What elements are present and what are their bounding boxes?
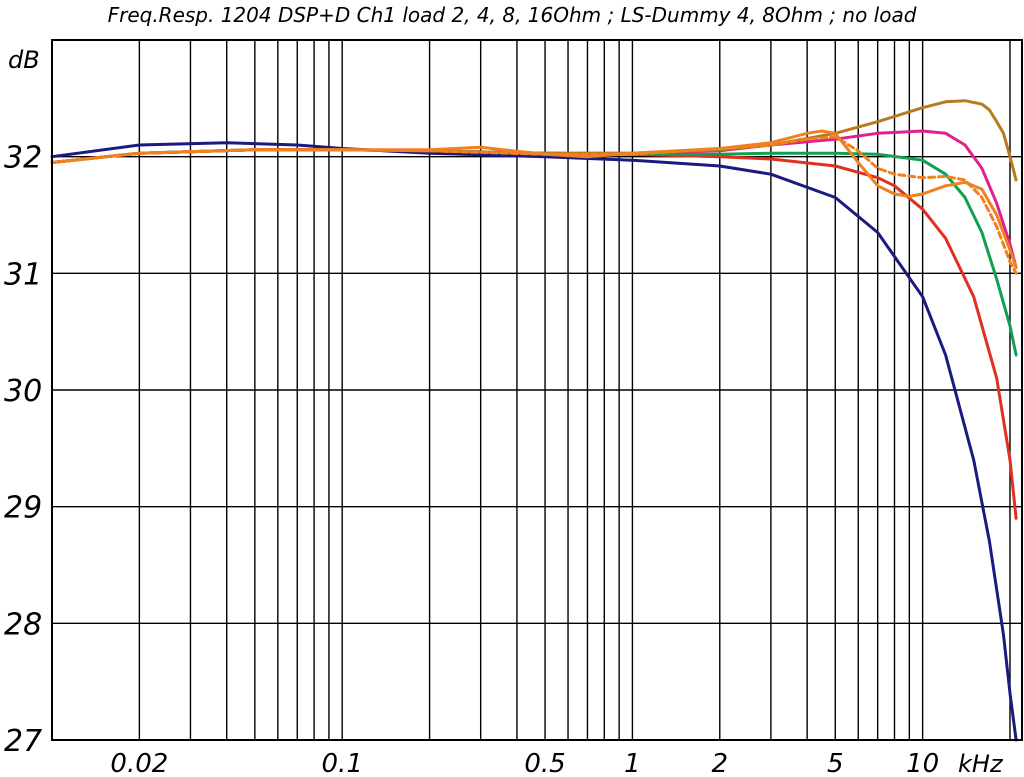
x-tick-label: 1 — [624, 749, 641, 777]
x-tick-label: 2 — [712, 749, 729, 777]
x-tick-labels: 0.02 0.1 0.5 1 2 5 10 — [110, 749, 939, 777]
x-tick-label: 5 — [827, 749, 844, 777]
x-tick-label: 10 — [906, 749, 939, 777]
x-tick-label: 0.5 — [524, 749, 565, 777]
x-tick-label: 0.02 — [110, 749, 168, 777]
y-tick-label: 31 — [4, 257, 42, 292]
plot-frame — [51, 39, 1023, 741]
y-tick-label: 27 — [4, 724, 42, 759]
y-axis-unit: dB — [8, 46, 40, 74]
grid — [52, 39, 1022, 741]
series-line-7 — [50, 135, 1018, 275]
y-tick-label: 32 — [4, 141, 42, 176]
y-tick-labels: 32 31 30 29 28 27 — [4, 141, 42, 759]
chart-title: Freq.Resp. 1204 DSP+D Ch1 load 2, 4, 8, … — [108, 3, 917, 27]
y-tick-label: 30 — [4, 374, 42, 409]
series-line-6 — [50, 129, 1018, 269]
x-axis-unit: kHz — [958, 750, 1004, 777]
series-line-1 — [50, 141, 1018, 742]
x-tick-label: 0.1 — [322, 749, 363, 777]
y-tick-label: 29 — [4, 491, 42, 526]
series-line-2 — [50, 148, 1018, 520]
series-lines — [50, 99, 1018, 742]
y-tick-label: 28 — [4, 607, 42, 642]
series-line-5 — [50, 99, 1018, 182]
